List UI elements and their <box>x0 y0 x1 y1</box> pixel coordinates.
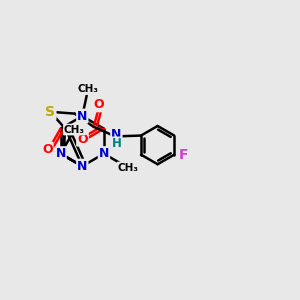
Text: S: S <box>45 105 56 119</box>
Text: N: N <box>77 160 88 173</box>
Text: CH₃: CH₃ <box>118 163 139 172</box>
Text: N: N <box>56 147 66 160</box>
Text: O: O <box>42 143 52 156</box>
Text: F: F <box>178 148 188 162</box>
Text: CH₃: CH₃ <box>78 84 99 94</box>
Text: N: N <box>99 147 109 160</box>
Text: O: O <box>77 133 88 146</box>
Text: O: O <box>94 98 104 111</box>
Text: CH₃: CH₃ <box>64 124 85 134</box>
Text: N: N <box>111 128 122 141</box>
Text: H: H <box>112 137 121 150</box>
Text: N: N <box>77 110 88 123</box>
